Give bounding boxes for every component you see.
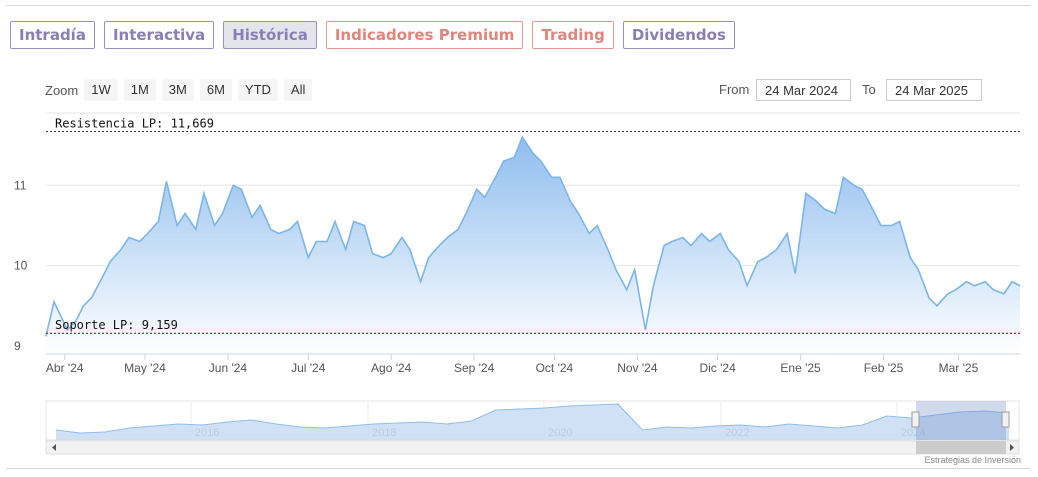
range-to-input[interactable] xyxy=(886,79,982,101)
annotation-label-1: Soporte LP: 9,159 xyxy=(55,318,178,332)
chart-tabs: Intradía Interactiva Histórica Indicadores … xyxy=(10,21,735,49)
x-tick-label-3: Jul '24 xyxy=(291,361,326,375)
navigator-selection[interactable] xyxy=(916,401,1006,440)
x-tick-label-6: Oct '24 xyxy=(536,361,574,375)
chart-credit[interactable]: Estrategias de Inversión xyxy=(924,455,1021,465)
zoom-3m-button[interactable]: 3M xyxy=(161,79,194,101)
zoom-6m-button[interactable]: 6M xyxy=(199,79,232,101)
range-from-label: From xyxy=(719,82,750,97)
zoom-1m-button[interactable]: 1M xyxy=(123,79,156,101)
y-tick-label-2: 11 xyxy=(14,178,27,192)
scroll-right-arrow-icon[interactable] xyxy=(1010,444,1014,451)
y-tick-label-0: 9 xyxy=(14,339,21,353)
tab-dividendos[interactable]: Dividendos xyxy=(622,21,735,49)
navigator-line xyxy=(55,403,1010,434)
x-tick-label-11: Mar '25 xyxy=(939,361,979,375)
x-tick-label-8: Dic '24 xyxy=(699,361,736,375)
scrollbar-thumb[interactable] xyxy=(916,441,1006,454)
x-tick-label-10: Feb '25 xyxy=(864,361,904,375)
x-tick-label-2: Jun '24 xyxy=(209,361,248,375)
scrollbar-track xyxy=(45,440,1020,455)
navigator-area xyxy=(56,404,1009,440)
zoom-bar: Zoom 1W 1M 3M 6M YTD All xyxy=(45,79,318,101)
series-area xyxy=(46,137,1020,354)
scroll-left-arrow-icon[interactable] xyxy=(52,444,56,451)
tab-trading[interactable]: Trading xyxy=(532,21,614,49)
series-line xyxy=(45,135,1021,337)
y-tick-label-1: 10 xyxy=(14,259,28,273)
navigator-handle-right[interactable] xyxy=(1001,411,1010,428)
zoom-ytd-button[interactable]: YTD xyxy=(237,79,278,101)
x-tick-label-9: Ene '25 xyxy=(780,361,821,375)
top-divider xyxy=(6,5,1030,6)
navigator-handle-left[interactable] xyxy=(911,411,920,428)
range-to-label: To xyxy=(862,82,876,97)
zoom-label: Zoom xyxy=(45,82,79,98)
annotation-label-0: Resistencia LP: 11,669 xyxy=(55,117,214,131)
zoom-1w-button[interactable]: 1W xyxy=(84,79,118,101)
tab-interactiva[interactable]: Interactiva xyxy=(103,21,215,49)
tab-intradia[interactable]: Intradía xyxy=(10,21,95,49)
x-tick-label-4: Ago '24 xyxy=(371,361,412,375)
x-tick-label-7: Nov '24 xyxy=(617,361,658,375)
bottom-divider xyxy=(6,468,1030,469)
tab-indicadores-premium[interactable]: Indicadores Premium xyxy=(325,21,524,49)
x-tick-label-0: Abr '24 xyxy=(46,361,84,375)
range-from-input[interactable] xyxy=(756,79,851,101)
zoom-all-button[interactable]: All xyxy=(283,79,313,101)
x-tick-label-1: May '24 xyxy=(124,361,166,375)
x-tick-label-5: Sep '24 xyxy=(454,361,495,375)
tab-historica[interactable]: Histórica xyxy=(223,21,317,49)
